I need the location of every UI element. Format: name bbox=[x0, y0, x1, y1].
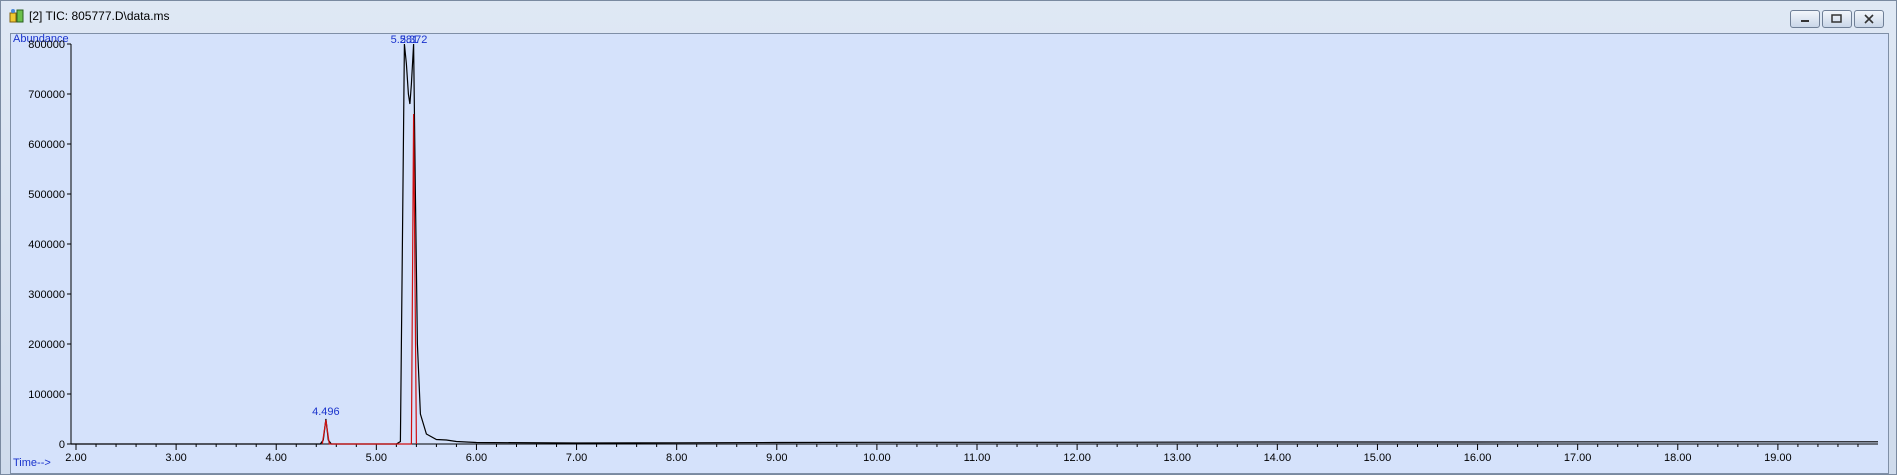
y-tick-label: 100000 bbox=[28, 389, 65, 401]
x-tick-label: 19.00 bbox=[1764, 452, 1792, 464]
restore-icon bbox=[1831, 14, 1842, 23]
y-tick-label: 0 bbox=[59, 439, 65, 451]
peak-label: 4.496 bbox=[312, 406, 340, 418]
x-tick-label: 7.00 bbox=[566, 452, 587, 464]
x-tick-label: 14.00 bbox=[1264, 452, 1292, 464]
x-tick-label: 4.00 bbox=[266, 452, 287, 464]
x-tick-label: 12.00 bbox=[1063, 452, 1091, 464]
minimize-icon bbox=[1801, 20, 1809, 22]
y-tick-label: 500000 bbox=[28, 189, 65, 201]
title-bar[interactable]: [2] TIC: 805777.D\data.ms bbox=[1, 1, 1896, 31]
y-tick-label: 600000 bbox=[28, 139, 65, 151]
window-title: [2] TIC: 805777.D\data.ms bbox=[29, 9, 170, 23]
x-axis-title: Time--> bbox=[13, 457, 51, 469]
minimize-button[interactable] bbox=[1790, 10, 1820, 28]
x-tick-label: 15.00 bbox=[1364, 452, 1392, 464]
y-tick-label: 200000 bbox=[28, 339, 65, 351]
x-tick-label: 10.00 bbox=[863, 452, 891, 464]
x-tick-label: 9.00 bbox=[766, 452, 787, 464]
restore-button[interactable] bbox=[1822, 10, 1852, 28]
x-tick-label: 18.00 bbox=[1664, 452, 1692, 464]
window-controls bbox=[1790, 10, 1884, 28]
x-tick-label: 3.00 bbox=[165, 452, 186, 464]
x-tick-label: 13.00 bbox=[1163, 452, 1191, 464]
x-tick-label: 11.00 bbox=[964, 452, 991, 464]
chemstation-app-icon bbox=[9, 9, 24, 23]
close-icon bbox=[1864, 14, 1874, 24]
chromatogram-plot[interactable]: Abundance Time--> 0 100000 200000 300000 40000… bbox=[10, 33, 1889, 474]
peak-label: 5.281 bbox=[391, 34, 419, 46]
x-tick-label: 2.00 bbox=[65, 452, 86, 464]
peak-label: 5.372 bbox=[400, 34, 428, 46]
tic-trace-line bbox=[71, 43, 1878, 445]
x-tick-label: 6.00 bbox=[466, 452, 487, 464]
integration-line bbox=[321, 113, 417, 445]
x-tick-label: 16.00 bbox=[1464, 452, 1492, 464]
x-tick-label: 8.00 bbox=[666, 452, 687, 464]
y-tick-label: 700000 bbox=[28, 89, 65, 101]
x-tick-label: 17.00 bbox=[1564, 452, 1592, 464]
y-axis-title: Abundance bbox=[13, 34, 69, 45]
y-tick-label: 800000 bbox=[28, 39, 65, 51]
y-tick-label: 300000 bbox=[28, 289, 65, 301]
close-button[interactable] bbox=[1854, 10, 1884, 28]
chromatogram-svg: Abundance Time--> 0 100000 200000 300000 40000… bbox=[13, 34, 1878, 469]
y-tick-label: 400000 bbox=[28, 239, 65, 251]
x-tick-label: 5.00 bbox=[366, 452, 387, 464]
